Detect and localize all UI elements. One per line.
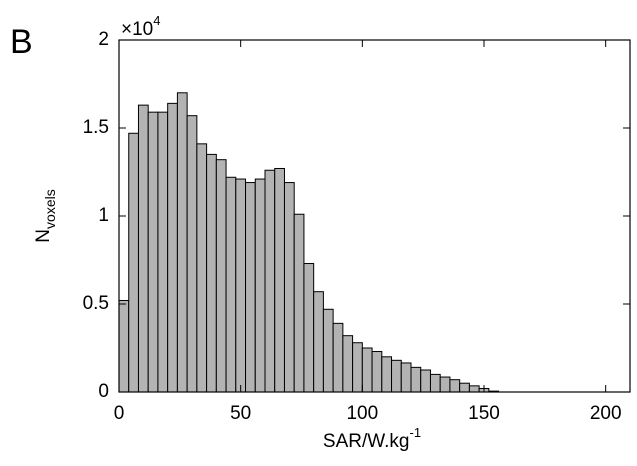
bar [215,159,227,393]
bar [420,369,431,393]
bar [186,115,198,393]
y-tick-label: 1.5 [83,117,109,138]
x-tick-label: 0 [114,403,125,424]
y-axis-label-main: N [33,229,54,243]
y-tick-label: 0 [98,381,109,402]
bar [147,111,159,393]
bar [128,132,139,393]
y-axis-label: Nvoxels [33,189,58,242]
bar [274,167,285,393]
bar [468,385,480,393]
y-multiplier-exp: 4 [153,13,160,28]
x-axis-label-main: SAR/W.kg [323,431,410,452]
bar [176,92,188,393]
bar [225,176,237,393]
bar [283,182,295,393]
bar [332,322,344,393]
bar [245,182,256,393]
bar [264,169,276,393]
y-multiplier: ×104 [121,13,160,40]
bar [235,178,247,393]
y-multiplier-base: ×10 [121,19,153,40]
bar [410,366,422,393]
y-axis-label-sub: voxels [42,189,58,229]
bar [196,143,208,393]
panel-label: B [10,23,33,61]
bar [303,263,315,393]
bar [449,379,461,393]
x-axis-label-sup: -1 [410,425,422,440]
bar [381,356,393,393]
bar [293,213,305,393]
bar [400,362,412,393]
bar [254,178,266,393]
y-tick-label: 1 [98,205,109,226]
x-tick-label: 200 [590,403,622,424]
bar [157,111,169,393]
bar [206,153,217,393]
bar [361,347,373,393]
y-tick-label: 2 [98,29,109,50]
bar [352,342,363,393]
y-tick-label: 0.5 [83,293,109,314]
bar [429,373,441,393]
bar [118,299,130,393]
bar [459,382,470,393]
x-tick-label: 50 [230,403,251,424]
bar [391,359,402,393]
bar [137,104,149,393]
x-tick-label: 100 [346,403,378,424]
x-axis-label: SAR/W.kg-1 [323,425,421,452]
bar [322,308,334,393]
bar [371,351,383,393]
bar [167,102,178,393]
bar [439,376,451,393]
bar [313,291,324,393]
bar [342,335,354,393]
x-tick-label: 150 [468,403,500,424]
